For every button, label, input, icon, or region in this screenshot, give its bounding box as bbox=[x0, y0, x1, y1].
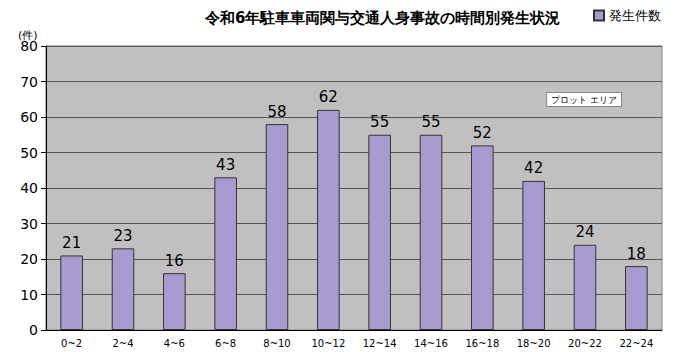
svg-text:24: 24 bbox=[575, 223, 594, 241]
svg-text:20~22: 20~22 bbox=[568, 338, 602, 349]
svg-text:16~18: 16~18 bbox=[465, 338, 499, 349]
svg-text:4~6: 4~6 bbox=[164, 338, 185, 349]
svg-text:70: 70 bbox=[20, 74, 38, 90]
svg-text:22~24: 22~24 bbox=[619, 338, 653, 349]
svg-text:52: 52 bbox=[473, 124, 492, 142]
svg-text:0~2: 0~2 bbox=[61, 338, 82, 349]
svg-text:55: 55 bbox=[370, 113, 389, 131]
svg-text:40: 40 bbox=[20, 180, 38, 196]
svg-text:20: 20 bbox=[20, 251, 38, 267]
svg-text:21: 21 bbox=[62, 234, 81, 252]
svg-text:18~20: 18~20 bbox=[517, 338, 551, 349]
svg-text:62: 62 bbox=[319, 88, 338, 106]
svg-text:(件): (件) bbox=[18, 29, 38, 42]
svg-text:0: 0 bbox=[29, 322, 38, 338]
svg-text:12~14: 12~14 bbox=[363, 338, 397, 349]
svg-text:58: 58 bbox=[267, 103, 286, 121]
svg-text:令和6年駐車車両関与交通人身事故の時間別発生状況: 令和6年駐車車両関与交通人身事故の時間別発生状況 bbox=[204, 9, 560, 27]
svg-text:55: 55 bbox=[421, 113, 440, 131]
svg-text:8~10: 8~10 bbox=[263, 338, 290, 349]
svg-text:80: 80 bbox=[20, 38, 38, 54]
svg-text:6~8: 6~8 bbox=[215, 338, 236, 349]
svg-text:10~12: 10~12 bbox=[311, 338, 345, 349]
svg-text:30: 30 bbox=[20, 216, 38, 232]
svg-text:18: 18 bbox=[627, 245, 646, 263]
svg-text:50: 50 bbox=[20, 145, 38, 161]
svg-text:プロット エリア: プロット エリア bbox=[551, 95, 617, 105]
svg-text:2~4: 2~4 bbox=[112, 338, 133, 349]
svg-text:14~16: 14~16 bbox=[414, 338, 448, 349]
svg-text:発生件数: 発生件数 bbox=[609, 8, 661, 23]
svg-text:60: 60 bbox=[20, 109, 38, 125]
svg-text:10: 10 bbox=[20, 287, 38, 303]
svg-text:43: 43 bbox=[216, 156, 235, 174]
svg-text:23: 23 bbox=[113, 227, 132, 245]
svg-text:16: 16 bbox=[165, 252, 184, 270]
svg-text:42: 42 bbox=[524, 159, 543, 177]
